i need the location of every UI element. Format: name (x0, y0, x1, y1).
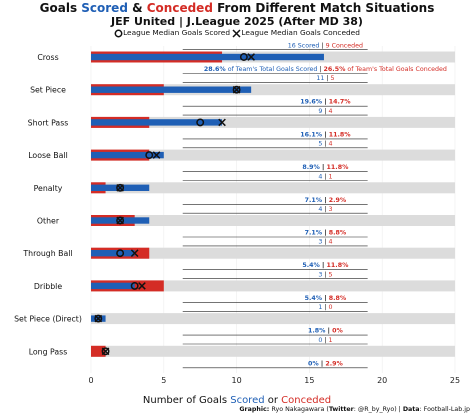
credit-handle: : @R_by_Ryo) | (353, 406, 403, 413)
y-category-label: Through Ball (22, 249, 72, 258)
median-scored-marker (239, 53, 248, 61)
median-conceded-marker (218, 118, 226, 127)
bar-track (91, 116, 455, 128)
y-category-label: Dribble (34, 282, 62, 291)
title-part-2: & (127, 1, 147, 15)
bar-track (91, 247, 455, 259)
value-label-percent: 5.4% | 11.8% (302, 262, 349, 270)
x-axis-label: Number of Goals Scored or Conceded (0, 395, 474, 406)
title-conceded-word: Conceded (146, 1, 213, 15)
value-label-counts: 3 | 5 (318, 271, 332, 278)
median-conceded-marker (116, 183, 124, 192)
bar-track (91, 313, 455, 325)
bar-scored (91, 151, 164, 159)
median-scored-circle-icon (114, 29, 123, 37)
value-label-percent: 5.4% | 8.8% (305, 295, 347, 303)
value-label-counts: 1 | 0 (318, 304, 332, 311)
bar-track (91, 84, 455, 96)
bar-scored (91, 250, 135, 257)
median-scored-marker (116, 216, 125, 225)
bar-scored (91, 53, 324, 61)
value-label-percent: 28.6% of Team's Total Goals Scored | 26.… (204, 66, 447, 73)
y-category-label: Loose Ball (28, 151, 68, 160)
value-label-counts: 9 | 4 (318, 108, 332, 115)
median-conceded-marker (116, 216, 124, 225)
bar-track (91, 345, 455, 357)
value-label-counts: 4 | 3 (318, 206, 332, 213)
median-scored-marker (116, 249, 125, 258)
y-category-label: Long Pass (29, 347, 68, 356)
y-category-label: Short Pass (28, 118, 69, 127)
value-label-percent: 7.1% | 8.8% (305, 230, 347, 238)
credit-label-graphic: Graphic: (239, 406, 272, 413)
median-conceded-marker (94, 314, 103, 323)
chart-title: Goals Scored & Conceded From Different M… (0, 1, 474, 15)
y-category-label: Set Piece (30, 86, 66, 95)
bar-track (91, 215, 455, 226)
median-scored-marker (232, 85, 241, 94)
title-part-1: Goals (39, 1, 82, 15)
x-tick-label: 10 (232, 376, 242, 385)
value-label-counts: 16 Scored | 9 Conceded (288, 43, 363, 50)
y-category-label: Penalty (34, 184, 63, 193)
value-label-counts: 4 | 1 (318, 173, 332, 180)
median-conceded-marker (232, 85, 241, 94)
median-conceded-marker (247, 53, 255, 61)
y-category-label: Set Piece (Direct) (14, 315, 82, 324)
title-part-3: From Different Match Situations (212, 1, 435, 15)
median-conceded-marker (138, 282, 146, 290)
credit-line: Graphic: Ryo Nakagawara (Twitter: @R_by_… (239, 406, 470, 413)
x-tick-label: 0 (88, 376, 93, 385)
value-label-counts: 5 | 4 (318, 141, 332, 148)
bar-track (91, 182, 455, 194)
xlabel-part-1: Number of Goals (142, 395, 231, 406)
bar-scored (91, 86, 252, 93)
value-label-percent: 19.6% | 14.7% (300, 99, 351, 107)
value-label-percent: 1.8% | 0% (308, 328, 344, 336)
x-tick-label: 25 (450, 376, 460, 385)
value-label-percent: 7.1% | 2.9% (305, 197, 347, 205)
xlabel-scored-word: Scored (230, 395, 265, 406)
value-label-percent: 16.1% | 11.8% (300, 131, 351, 139)
xlabel-part-2: or (264, 395, 282, 406)
median-scored-marker (145, 151, 154, 160)
value-label-counts: 3 | 4 (318, 239, 332, 246)
value-label-counts: 11 | 5 (316, 75, 334, 82)
y-category-label: Cross (37, 53, 58, 62)
credit-label-data: Data (402, 406, 420, 413)
bar-scored (91, 282, 135, 290)
median-conceded-marker (130, 249, 139, 258)
bar-track (91, 149, 455, 161)
median-conceded-cross-icon (232, 28, 241, 38)
credit-source: : Football-Lab.jp (419, 406, 470, 413)
chart-subtitle: JEF United | J.League 2025 (After MD 38) (111, 15, 363, 28)
value-label-percent: 8.9% | 11.8% (302, 164, 349, 172)
bar-track (91, 280, 455, 292)
median-conceded-marker (101, 347, 110, 356)
median-scored-marker (116, 183, 125, 192)
median-conceded-marker (152, 151, 161, 159)
median-scored-marker (196, 118, 205, 127)
x-tick-label: 5 (161, 376, 166, 385)
median-scored-marker (101, 347, 110, 356)
credit-label-twitter: Twitter (328, 406, 354, 413)
xlabel-conceded-word: Conceded (281, 395, 332, 406)
median-scored-marker (94, 314, 103, 323)
value-label-percent: 0% | 2.9% (308, 360, 344, 368)
bar-conceded (91, 345, 106, 357)
title-scored-word: Scored (81, 1, 128, 15)
legend-median-conceded: League Median Goals Conceded (241, 28, 360, 37)
median-scored-marker (130, 281, 139, 290)
x-tick-label: 20 (377, 376, 387, 385)
y-category-label: Other (37, 217, 60, 226)
value-label-counts: 0 | 1 (318, 337, 332, 344)
legend-median-scored: League Median Goals Scored (123, 28, 231, 37)
credit-author: Ryo Nakagawara ( (271, 406, 329, 413)
x-tick-label: 15 (304, 376, 314, 385)
bar-scored (91, 119, 223, 126)
legend: League Median Goals Scored League Median… (0, 28, 474, 38)
